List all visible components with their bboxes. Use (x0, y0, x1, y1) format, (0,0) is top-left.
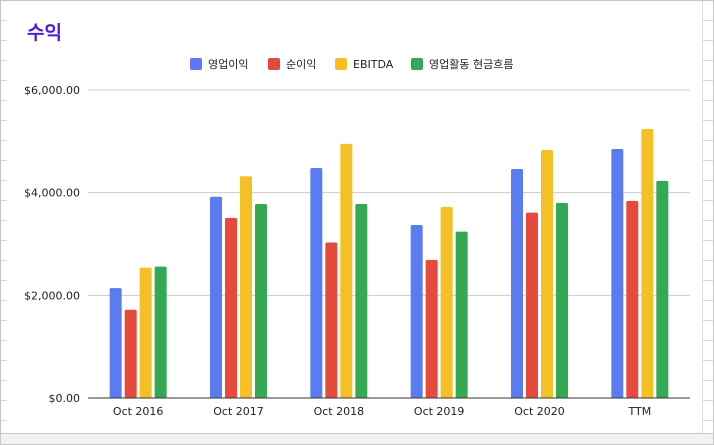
bar-2-4[interactable] (425, 259, 438, 398)
x-tick-label: Oct 2019 (414, 405, 465, 418)
legend-label: EBITDA (353, 58, 394, 71)
x-tick-label: TTM (627, 405, 651, 418)
y-tick-label: $2,000.00 (24, 289, 80, 302)
bar-3-4[interactable] (440, 207, 453, 398)
bar-2-2[interactable] (225, 217, 237, 398)
bar-3-2[interactable] (240, 176, 252, 398)
x-tick-label: Oct 2016 (113, 405, 164, 418)
bar-1-2[interactable] (210, 196, 222, 398)
bar-4-3[interactable] (355, 203, 368, 398)
bar-4-5[interactable] (556, 202, 568, 398)
y-tick-label: $0.00 (49, 392, 81, 405)
legend-swatch (411, 58, 423, 70)
chart-title: 수익 (27, 22, 62, 44)
sheet-bottom-strip (1, 433, 713, 444)
x-axis-ticks: Oct 2016 Oct 2017 Oct 2018 Oct 2019 Oct 2020… (113, 405, 651, 418)
bar-3-6[interactable] (641, 129, 654, 398)
bar-2-3[interactable] (325, 242, 338, 398)
y-axis-ticks: $0.00 $2,000.00 $4,000.00 $6,000.00 (24, 84, 80, 405)
bar-3-5[interactable] (541, 150, 553, 398)
x-tick-label: Oct 2017 (213, 405, 264, 418)
sheet-column-edge (702, 1, 713, 444)
bar-1-1[interactable] (109, 288, 122, 398)
legend-label: 영업활동 현금흐름 (429, 57, 513, 71)
bar-1-3[interactable] (310, 168, 323, 398)
sheet-row-gutter (1, 1, 7, 444)
bar-4-1[interactable] (154, 266, 167, 398)
bar-3-3[interactable] (340, 143, 353, 398)
bar-series (109, 129, 669, 398)
legend-swatch (190, 58, 202, 70)
bar-1-6[interactable] (611, 149, 624, 398)
legend-label: 영업이익 (208, 58, 248, 71)
bar-2-6[interactable] (626, 200, 639, 398)
bar-4-2[interactable] (255, 203, 267, 398)
legend-swatch (335, 58, 347, 70)
bar-3-1[interactable] (139, 267, 152, 398)
legend-swatch (268, 58, 280, 70)
y-tick-label: $6,000.00 (24, 84, 80, 97)
bar-2-5[interactable] (526, 212, 538, 398)
y-tick-label: $4,000.00 (24, 187, 80, 200)
gridlines (88, 89, 690, 296)
legend[interactable]: 영업이익 순이익 EBITDA 영업활동 현금흐름 (190, 57, 513, 71)
bar-1-5[interactable] (511, 169, 523, 398)
bar-4-6[interactable] (656, 180, 669, 398)
bar-2-1[interactable] (124, 309, 137, 398)
x-tick-label: Oct 2018 (314, 405, 365, 418)
bar-1-4[interactable] (410, 225, 423, 398)
bar-4-4[interactable] (455, 231, 468, 398)
legend-label: 순이익 (286, 58, 316, 71)
x-tick-label: Oct 2020 (514, 405, 565, 418)
